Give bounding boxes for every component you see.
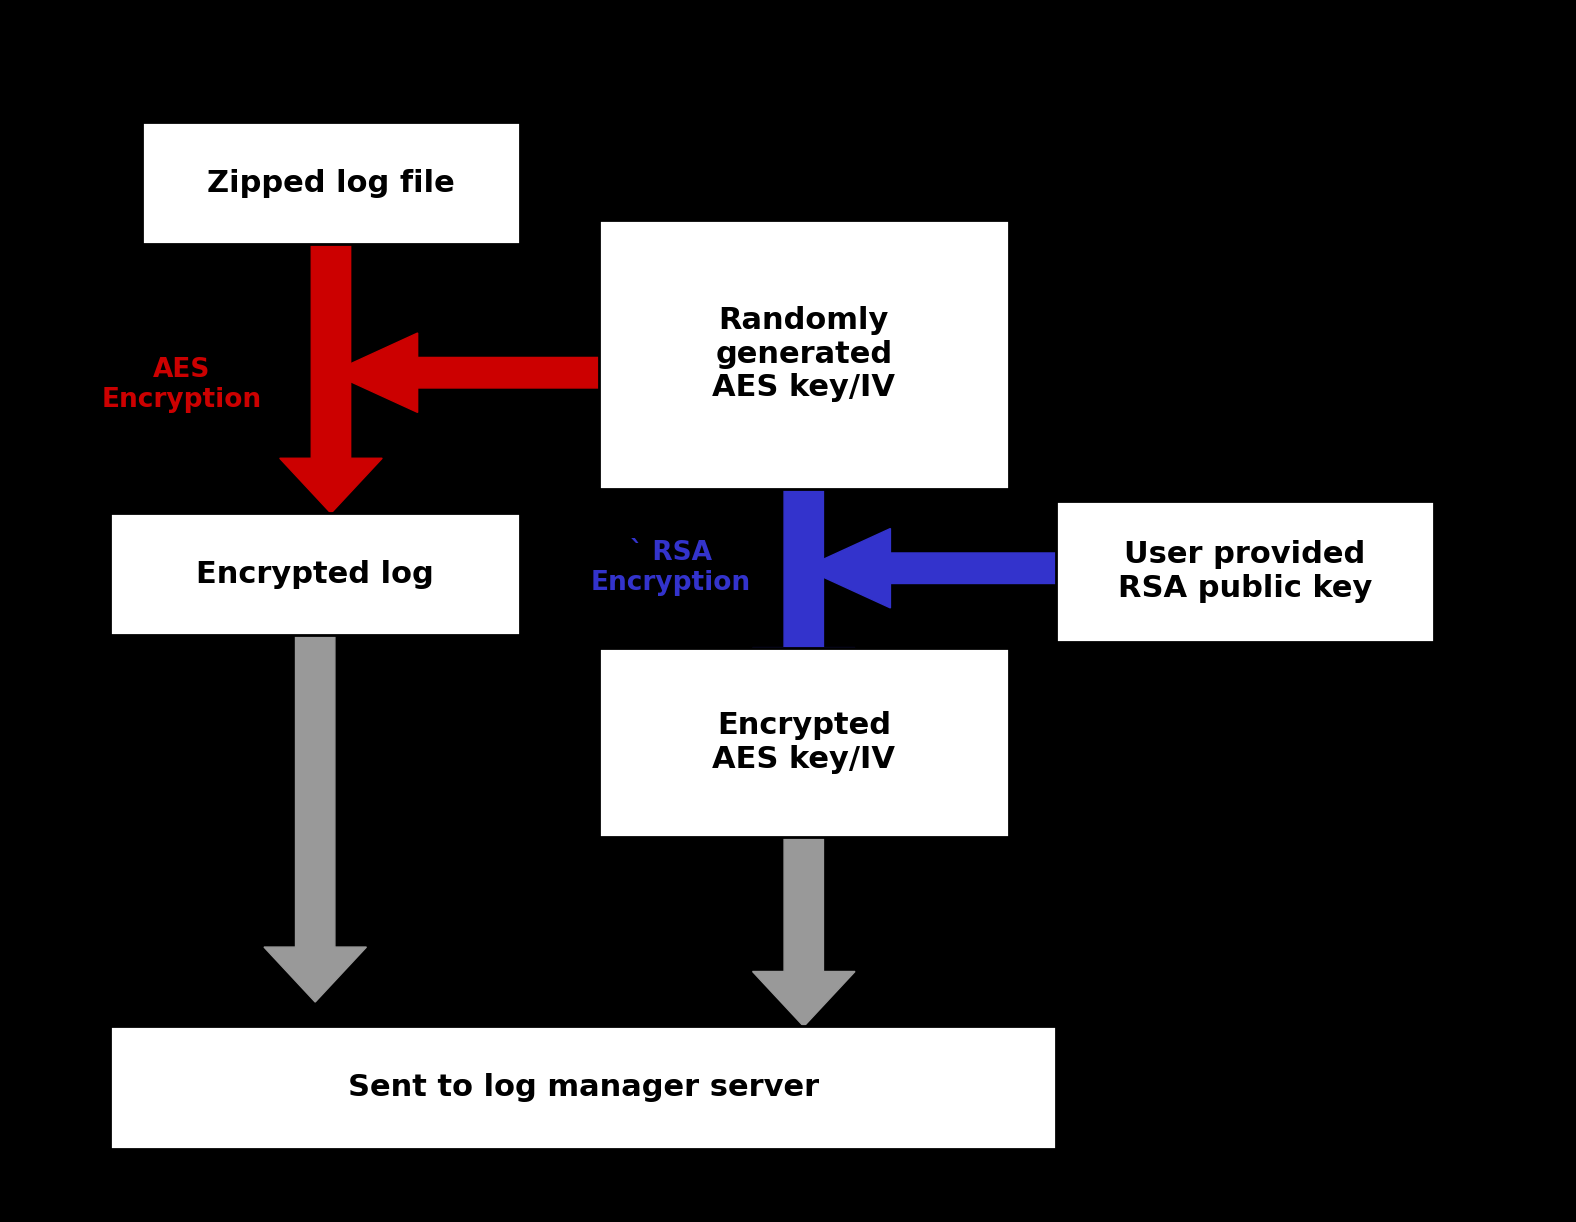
Text: AES
Encryption: AES Encryption	[101, 357, 262, 413]
Text: Sent to log manager server: Sent to log manager server	[348, 1073, 818, 1102]
Text: Zipped log file: Zipped log file	[206, 169, 455, 198]
FancyArrow shape	[265, 635, 366, 1002]
FancyBboxPatch shape	[599, 220, 1009, 489]
FancyArrow shape	[753, 489, 854, 703]
FancyArrow shape	[331, 334, 599, 413]
Text: ` RSA
Encryption: ` RSA Encryption	[591, 540, 752, 596]
FancyArrow shape	[804, 528, 1056, 607]
Text: User provided
RSA public key: User provided RSA public key	[1117, 540, 1373, 602]
FancyBboxPatch shape	[110, 513, 520, 635]
FancyBboxPatch shape	[110, 1026, 1056, 1149]
Text: Randomly
generated
AES key/IV: Randomly generated AES key/IV	[712, 307, 895, 402]
Text: Encrypted
AES key/IV: Encrypted AES key/IV	[712, 711, 895, 774]
FancyArrow shape	[753, 837, 854, 1026]
FancyArrow shape	[281, 244, 381, 513]
FancyBboxPatch shape	[599, 648, 1009, 837]
Text: Encrypted log: Encrypted log	[197, 560, 433, 589]
FancyBboxPatch shape	[142, 122, 520, 244]
FancyBboxPatch shape	[1056, 501, 1434, 642]
